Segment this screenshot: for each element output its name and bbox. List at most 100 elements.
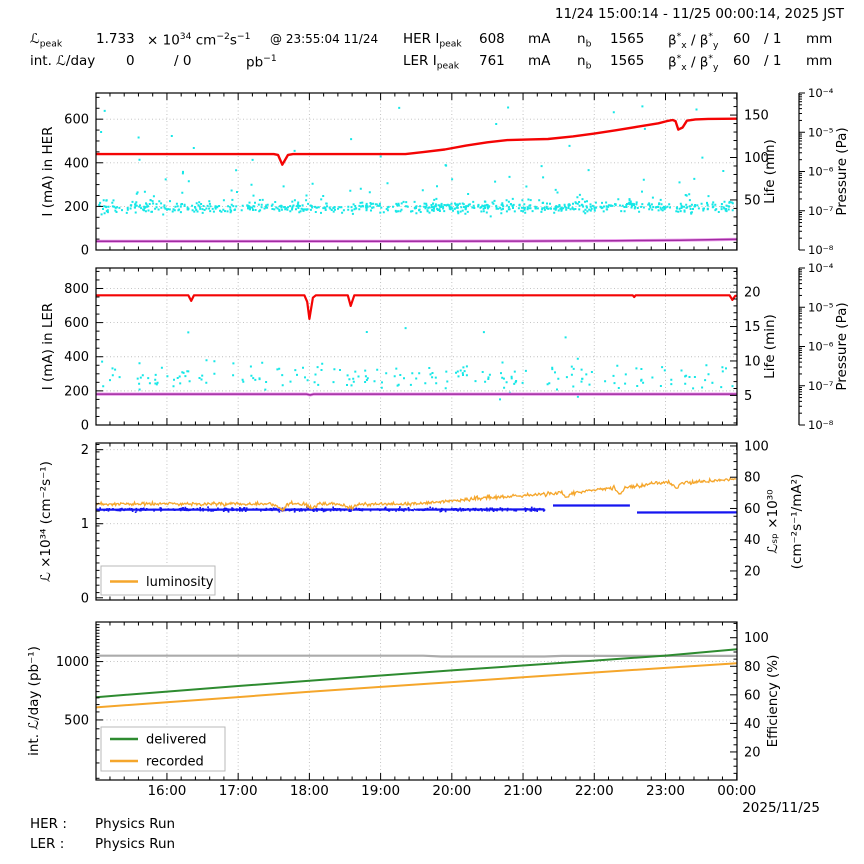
pressure-tick-label: 10⁻⁵ <box>808 125 834 139</box>
x-tick-label: 00:00 <box>717 783 756 799</box>
time-range-title: 11/24 15:00:14 - 11/25 00:00:14, 2025 JS… <box>554 6 844 22</box>
x-tick-label: 21:00 <box>504 783 543 799</box>
her-ipeak-label: HER Ipeak <box>403 31 462 50</box>
pressure-tick-label: 10⁻⁴ <box>808 261 834 275</box>
series-delivered-line <box>95 648 738 699</box>
right-tick-label: 60 <box>744 502 761 517</box>
right-axis-title: Life (min) <box>762 314 778 379</box>
her-beta-y: / 1 <box>764 31 782 47</box>
int-lday-unit: pb−1 <box>246 53 277 71</box>
right-tick-label: 50 <box>744 193 761 208</box>
series-her-lifetime-dots <box>98 105 734 218</box>
integrated-luminosity-frame <box>95 621 738 781</box>
pressure-tick-label: 10⁻⁶ <box>808 165 834 179</box>
her-beta-x: 60 <box>733 31 751 47</box>
left-tick-label: 1 <box>81 517 89 532</box>
ler-run-label: LER : <box>30 836 65 852</box>
pressure-tick-label: 10⁻⁸ <box>808 418 834 432</box>
left-tick-label: 200 <box>64 200 89 215</box>
left-tick-label: 1000 <box>56 655 89 670</box>
her-run-label: HER : <box>30 816 67 832</box>
legend-label-luminosity: luminosity <box>146 575 214 590</box>
pressure-tick-label: 10⁻⁷ <box>808 379 834 393</box>
series-ler-current-line <box>96 294 737 320</box>
legend-label-recorded: recorded <box>146 755 204 770</box>
her-run-row: HER : Physics Run <box>0 816 864 834</box>
pressure-axis-title: Pressure (Pa) <box>834 302 850 390</box>
right-axis-title: Efficiency (%) <box>765 655 781 748</box>
left-tick-label: 400 <box>64 350 89 365</box>
left-axis-title: I (mA) in LER <box>40 303 56 391</box>
pressure-tick-label: 10⁻⁵ <box>808 300 834 314</box>
int-lday-value-2: / 0 <box>174 53 192 69</box>
luminosity-frame <box>95 442 738 601</box>
left-axis-title: ℒ ×10³⁴ (cm⁻²s⁻¹) <box>38 461 54 582</box>
her-beta-label: β*x / β*y <box>668 31 719 52</box>
right-tick-label: 20 <box>744 564 761 579</box>
pressure-tick-label: 10⁻⁷ <box>808 204 834 218</box>
left-tick-label: 400 <box>64 156 89 171</box>
right-tick-label: 150 <box>744 109 769 124</box>
x-tick-label: 20:00 <box>432 783 471 799</box>
series-efficiency-line <box>96 654 737 658</box>
integrated-luminosity-legend <box>100 726 226 772</box>
right-axis-title: Life (min) <box>762 139 778 204</box>
right-tick-label: 10 <box>744 354 761 369</box>
right-tick-label: 15 <box>744 320 761 335</box>
right-tick-label: 100 <box>744 439 769 454</box>
her-ipeak-unit: mA <box>528 31 551 47</box>
left-tick-label: 0 <box>81 419 89 434</box>
series-recorded-line <box>95 662 738 709</box>
right-tick-label: 40 <box>744 717 761 732</box>
right-tick-label: 100 <box>744 631 769 646</box>
x-tick-label: 23:00 <box>646 783 685 799</box>
x-tick-label: 17:00 <box>219 783 258 799</box>
right-tick-label: 80 <box>744 660 761 675</box>
left-tick-label: 2 <box>81 443 89 458</box>
pressure-tick-label: 10⁻⁴ <box>808 86 834 100</box>
ler-current-frame <box>95 267 738 426</box>
x-tick-label: 19:00 <box>361 783 400 799</box>
x-tick-label: 18:00 <box>290 783 329 799</box>
right-tick-label: 100 <box>744 151 769 166</box>
ler-run-value: Physics Run <box>95 836 176 852</box>
right-tick-label: 60 <box>744 688 761 703</box>
series-luminosity-line <box>95 476 737 513</box>
x-tick-label: 22:00 <box>575 783 614 799</box>
left-tick-label: 600 <box>64 316 89 331</box>
legend-label-delivered: delivered <box>146 733 206 748</box>
lpeak-unit: × 1034 cm−2s−1 <box>147 31 251 49</box>
right-tick-label: 20 <box>744 286 761 301</box>
left-tick-label: 0 <box>81 591 89 606</box>
her-current-panel: 0 200 400 600 I (mA) in HER 50 100 150 Life (min… <box>40 86 850 259</box>
right-tick-label: 80 <box>744 471 761 486</box>
her-ipeak-value: 608 <box>479 31 505 47</box>
pressure-tick-label: 10⁻⁸ <box>808 243 834 257</box>
series-her-current-line <box>96 117 738 166</box>
left-axis-title: int. ℒ/day (pb⁻¹) <box>26 646 42 756</box>
header-row-1: ℒpeak 1.733 × 1034 cm−2s−1 @ 23:55:04 11… <box>0 31 864 52</box>
ler-nb-value: 1565 <box>610 53 645 69</box>
her-nb-value: 1565 <box>610 31 645 47</box>
series-ler-pressure-line <box>96 393 737 396</box>
left-axis-title: I (mA) in HER <box>40 126 56 216</box>
left-tick-label: 600 <box>64 113 89 128</box>
ler-beta-x: 60 <box>733 53 751 69</box>
her-nb-label: nb <box>577 31 592 50</box>
right-axis-title: ℒₛₚ ×10³⁰ <box>765 489 781 553</box>
ler-ipeak-unit: mA <box>528 53 551 69</box>
series-ler-lifetime-dots <box>101 327 734 401</box>
left-tick-label: 800 <box>64 282 89 297</box>
lpeak-label: ℒpeak <box>30 31 63 50</box>
left-tick-label: 0 <box>81 244 89 259</box>
left-tick-label: 200 <box>64 384 89 399</box>
ler-beta-label: β*x / β*y <box>668 53 719 74</box>
ler-ipeak-value: 761 <box>479 53 505 69</box>
lpeak-timestamp: @ 23:55:04 11/24 <box>270 32 379 46</box>
right-tick-label: 20 <box>744 745 761 760</box>
x-axis-date: 2025/11/25 <box>742 800 820 816</box>
her-run-value: Physics Run <box>95 816 176 832</box>
